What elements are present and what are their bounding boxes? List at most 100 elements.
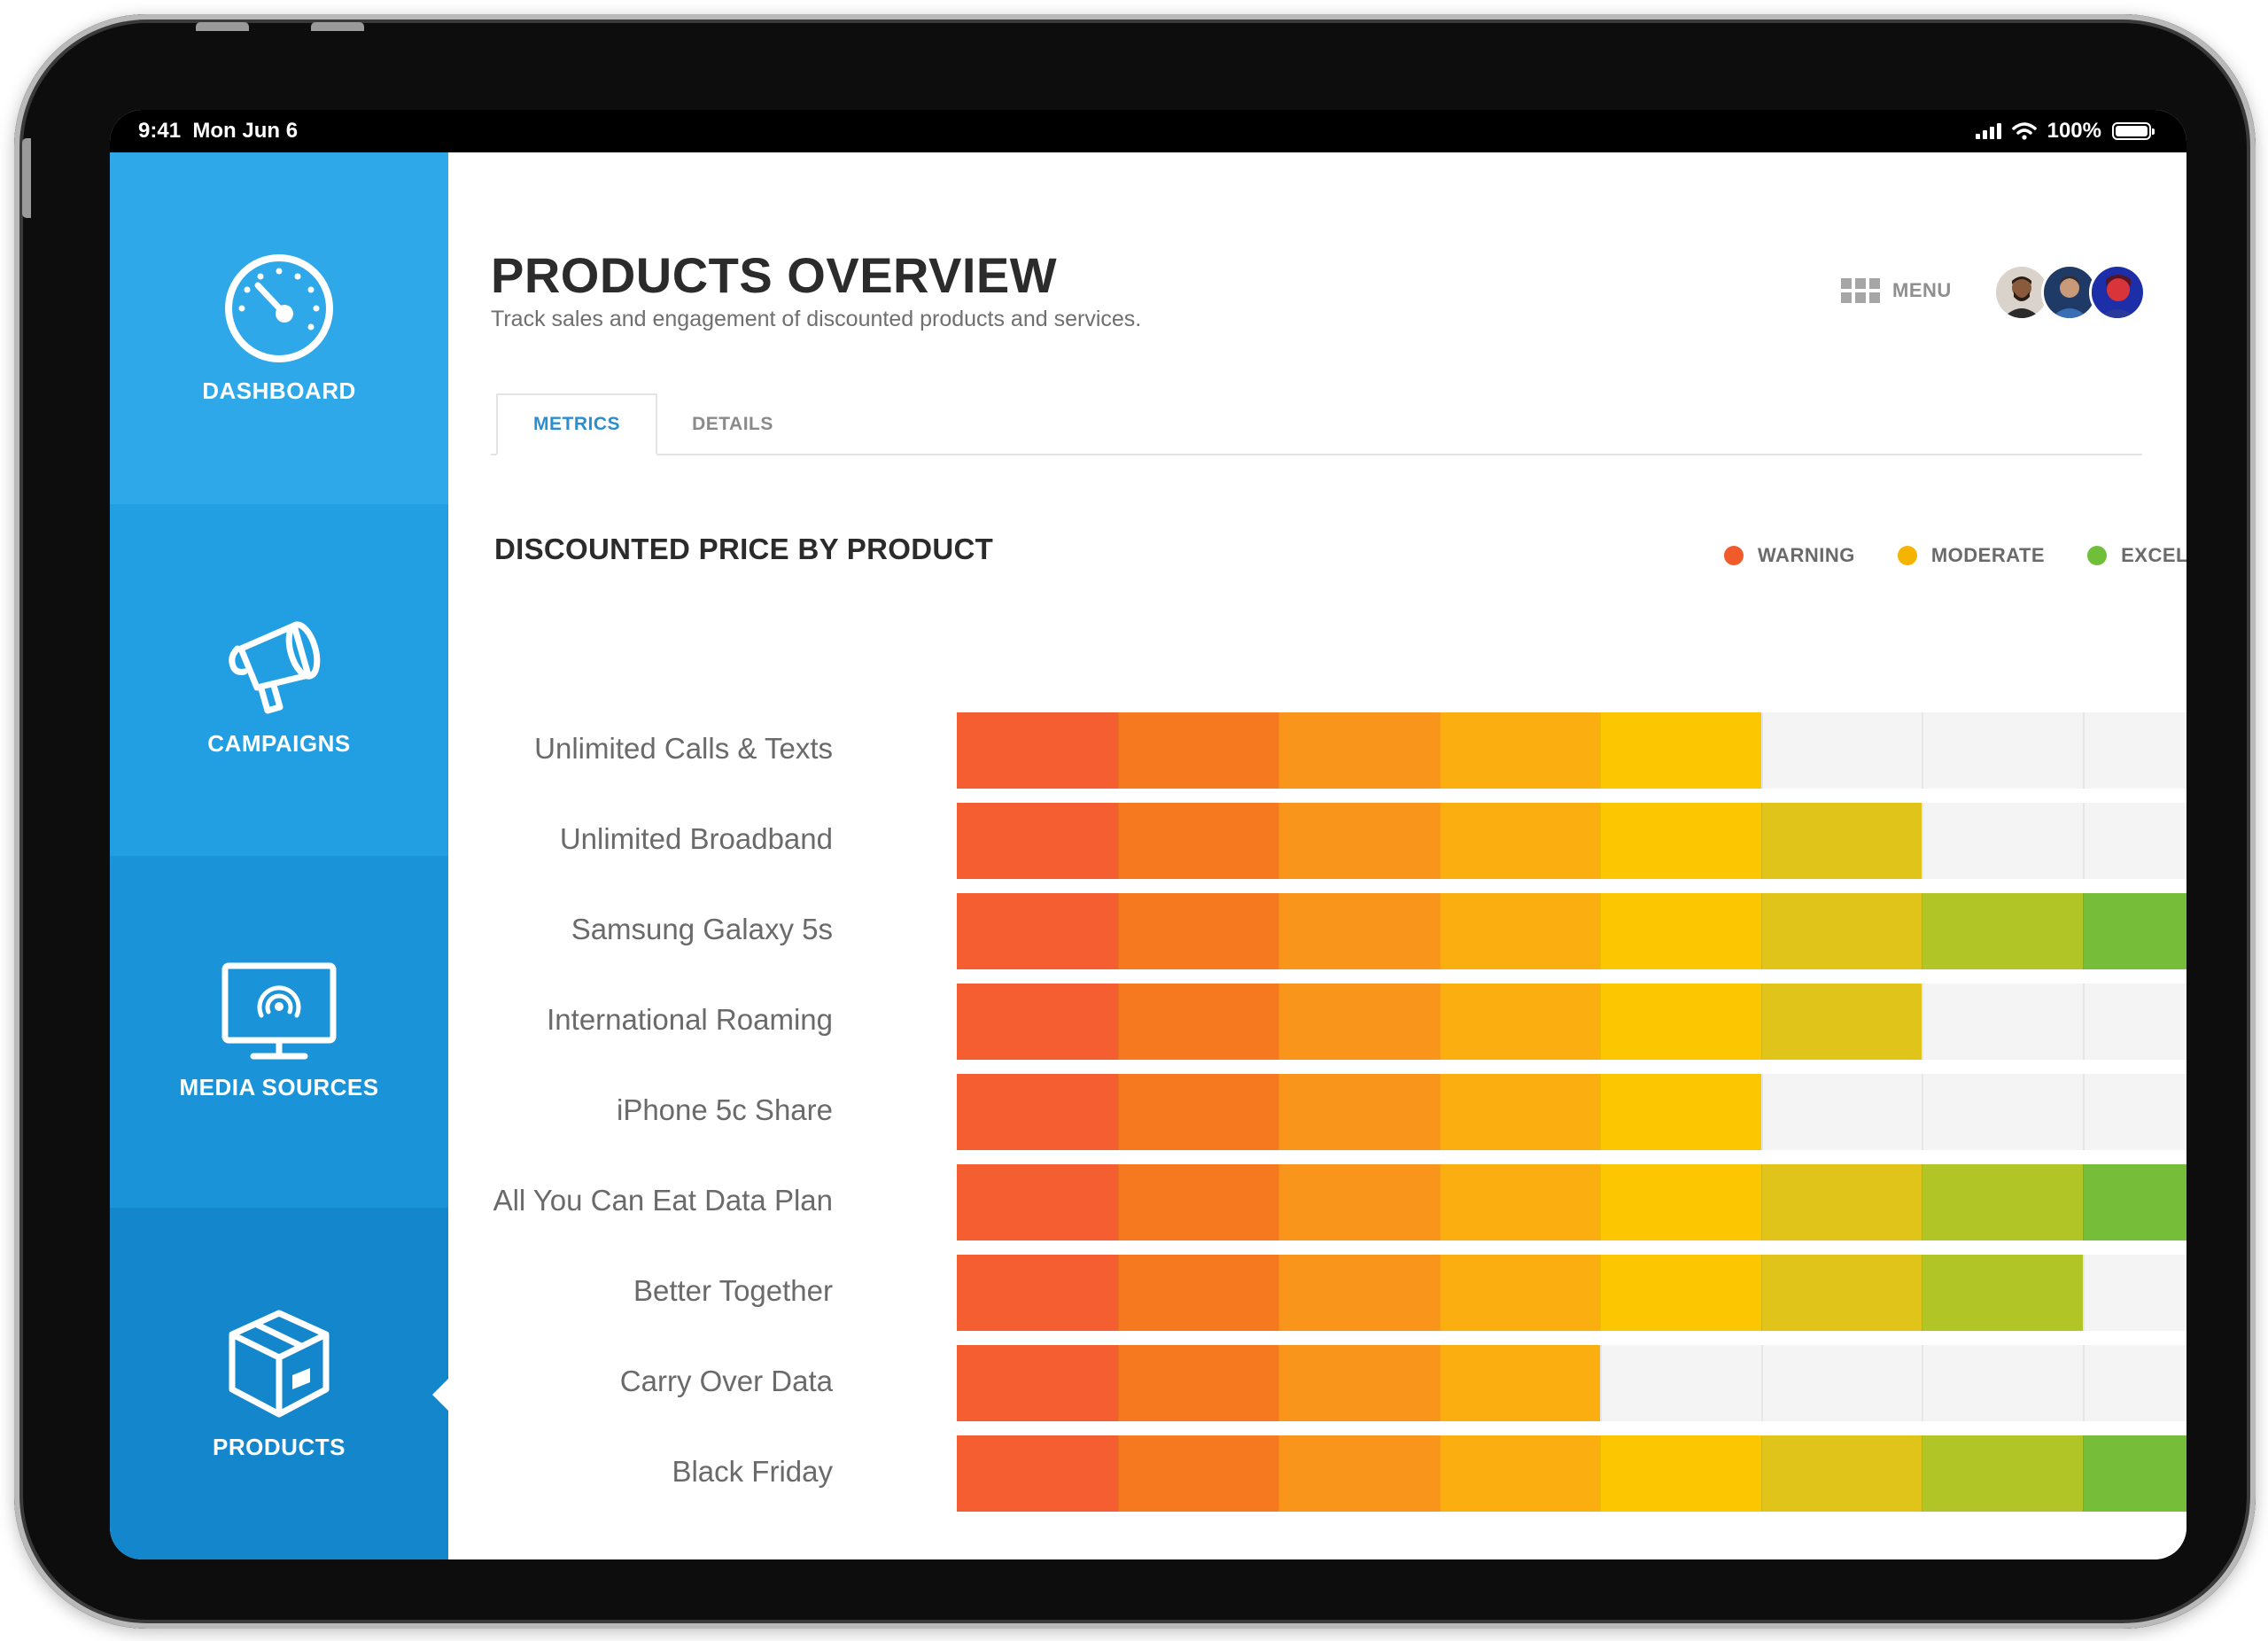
bar-segment-empty <box>2082 1345 2186 1421</box>
tablet-frame: 9:41 Mon Jun 6 100% <box>14 14 2256 1629</box>
bar-segment-empty <box>1760 712 1922 789</box>
bar-segment <box>957 1164 1118 1240</box>
tab-metrics[interactable]: METRICS <box>496 393 657 455</box>
page-subtitle: Track sales and engagement of discounted… <box>491 307 1142 331</box>
tab-details[interactable]: DETAILS <box>692 414 773 434</box>
row-label: Unlimited Calls & Texts <box>534 732 833 765</box>
bar-segment <box>1117 712 1279 789</box>
legend-label: EXCELLENT <box>2121 544 2186 566</box>
box-icon <box>229 1310 330 1418</box>
bar-segment-empty <box>2082 803 2186 879</box>
bar-segment <box>1117 1345 1279 1421</box>
row-label: All You Can Eat Data Plan <box>493 1184 833 1217</box>
bar-segment <box>2082 1435 2186 1512</box>
tab-bar: METRICS DETAILS <box>491 393 2142 455</box>
bar-segment-empty <box>1922 1074 2083 1150</box>
sidebar-item-label: PRODUCTS <box>213 1434 346 1460</box>
legend-item-moderate: MODERATE <box>1897 544 2045 567</box>
sidebar-item-dashboard[interactable]: DASHBOARD <box>110 152 448 504</box>
bar-segment-empty <box>1600 1345 1761 1421</box>
bar-segment <box>1278 1074 1440 1150</box>
bar-segment <box>1117 1074 1279 1150</box>
bar-segment <box>1278 1164 1440 1240</box>
bar-segment <box>957 893 1118 969</box>
bar[interactable] <box>957 984 2186 1060</box>
hardware-button <box>311 22 364 31</box>
bar-segment <box>2082 893 2186 969</box>
bar-segment <box>1600 1074 1761 1150</box>
bar-segment-empty <box>2082 984 2186 1060</box>
bar[interactable] <box>957 1074 2186 1150</box>
bar-segment <box>1922 1255 2083 1331</box>
bar-segment-empty <box>1760 1074 1922 1150</box>
bar-segment <box>1600 893 1761 969</box>
bar[interactable] <box>957 1345 2186 1421</box>
user-avatars[interactable] <box>1993 264 2153 323</box>
row-label: Unlimited Broadband <box>559 822 833 855</box>
bar[interactable] <box>957 1435 2186 1512</box>
avatar[interactable] <box>1993 264 2050 321</box>
sidebar-item-campaigns[interactable]: CAMPAIGNS <box>110 504 448 856</box>
legend-dot <box>1897 546 1917 565</box>
bar-segment <box>1439 984 1601 1060</box>
sidebar-item-label: MEDIA SOURCES <box>179 1074 379 1100</box>
bar[interactable] <box>957 1164 2186 1240</box>
sidebar-item-label: CAMPAIGNS <box>207 730 351 757</box>
speedometer-icon <box>225 254 333 362</box>
avatar[interactable] <box>2089 264 2146 321</box>
active-indicator <box>432 1378 448 1411</box>
bar-segment <box>1760 893 1922 969</box>
bar-segment <box>1439 712 1601 789</box>
bar-segment <box>957 712 1118 789</box>
megaphone-icon <box>229 621 321 714</box>
bar-segment <box>1439 803 1601 879</box>
signal-icon <box>1975 123 2001 139</box>
bar-segment <box>1439 1255 1601 1331</box>
chart-legend: WARNING MODERATE EXCELLENT <box>1724 544 2186 567</box>
bar-segment <box>1117 1435 1279 1512</box>
page-title: PRODUCTS OVERVIEW <box>491 247 1058 303</box>
bar-segment <box>1922 1164 2083 1240</box>
bar-segment <box>1600 984 1761 1060</box>
bar-segment <box>1278 1255 1440 1331</box>
legend-item-excellent: EXCELLENT <box>2087 544 2186 567</box>
bar[interactable] <box>957 1255 2186 1331</box>
sidebar-item-label: DASHBOARD <box>202 377 356 404</box>
status-date: Mon Jun 6 <box>192 119 299 143</box>
bar-segment <box>1439 1345 1601 1421</box>
bar-segment <box>1760 803 1922 879</box>
legend-dot <box>2087 546 2108 565</box>
bar-segment <box>1117 1255 1279 1331</box>
monitor-broadcast-icon <box>221 962 337 1060</box>
bar[interactable] <box>957 712 2186 789</box>
row-label: International Roaming <box>547 1003 833 1036</box>
bar-segment <box>1278 1345 1440 1421</box>
bar-segment <box>1439 1435 1601 1512</box>
screen: 9:41 Mon Jun 6 100% <box>110 110 2186 1559</box>
bar-segment <box>957 1074 1118 1150</box>
bar-segment <box>1117 893 1279 969</box>
sidebar-item-media-sources[interactable]: MEDIA SOURCES <box>110 856 448 1208</box>
bar-segment <box>1922 893 2083 969</box>
sidebar-item-products[interactable]: PRODUCTS <box>110 1208 448 1559</box>
bar-chart: Unlimited Calls & Texts Unlimited Broadba… <box>448 152 2186 1559</box>
sidebar: DASHBOARD CAMPAIGNS <box>110 152 448 1559</box>
bar-segment <box>1760 1255 1922 1331</box>
bar-segment-empty <box>1922 803 2083 879</box>
bar-segment <box>957 803 1118 879</box>
row-label: Better Together <box>633 1274 833 1307</box>
bar-segment <box>1278 984 1440 1060</box>
bar-segment-empty <box>2082 1255 2186 1331</box>
bar-segment <box>1278 712 1440 789</box>
bar[interactable] <box>957 893 2186 969</box>
row-label: Black Friday <box>672 1455 833 1488</box>
bar-segment <box>957 1345 1118 1421</box>
bar-segment <box>1600 1255 1761 1331</box>
bar-segment <box>1600 712 1761 789</box>
bar-segment <box>1760 1435 1922 1512</box>
hardware-button <box>196 22 249 31</box>
bar-segment <box>1600 803 1761 879</box>
bar[interactable] <box>957 803 2186 879</box>
menu-button[interactable]: MENU <box>1841 278 1952 303</box>
bar-segment <box>957 1435 1118 1512</box>
